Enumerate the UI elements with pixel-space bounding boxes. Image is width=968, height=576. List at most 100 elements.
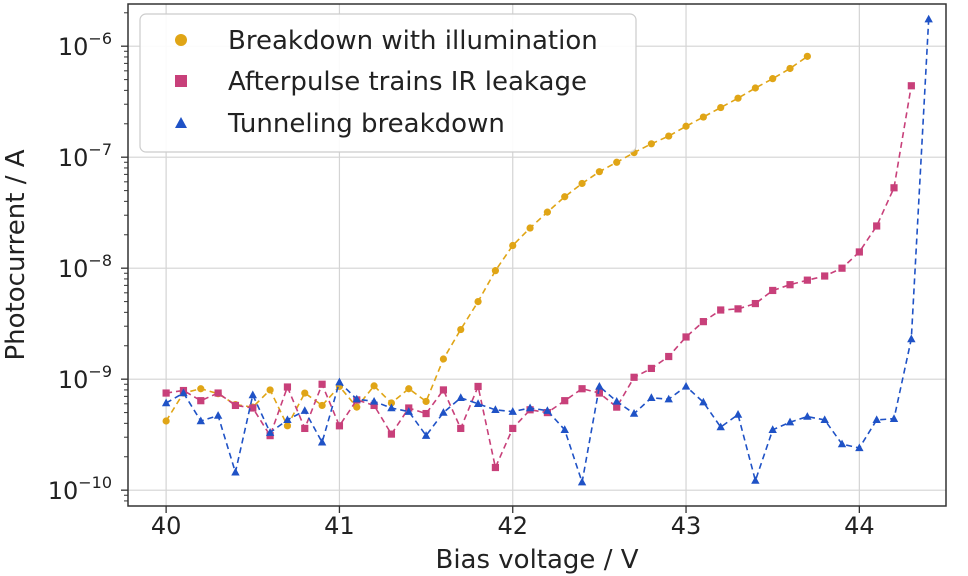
data-point xyxy=(682,333,690,341)
data-point xyxy=(473,399,483,407)
data-point xyxy=(509,241,517,250)
y-tick-labels: 10−10 10−9 10−8 10−7 10−6 xyxy=(48,29,112,505)
legend-label-tunneling: Tunneling breakdown xyxy=(227,109,505,139)
data-point xyxy=(560,425,569,433)
data-point xyxy=(717,103,725,112)
y-tick-label: 10−7 xyxy=(58,140,112,172)
y-tick-label: 10−9 xyxy=(58,362,112,394)
data-point xyxy=(162,417,170,425)
data-point xyxy=(803,276,811,284)
data-point xyxy=(733,410,743,418)
data-point xyxy=(318,380,326,388)
data-point xyxy=(439,355,448,363)
data-point xyxy=(457,424,465,433)
data-point xyxy=(543,406,552,414)
y-tick-label: 10−8 xyxy=(58,251,112,283)
data-point xyxy=(717,306,725,314)
x-tick-label: 43 xyxy=(671,512,702,540)
data-point xyxy=(699,397,708,406)
x-axis-label: Bias voltage / V xyxy=(435,545,638,575)
data-point xyxy=(456,393,465,401)
data-point xyxy=(422,409,430,418)
data-point xyxy=(421,431,431,439)
data-point xyxy=(769,286,777,295)
data-point xyxy=(682,122,690,130)
data-point xyxy=(370,401,378,410)
data-point xyxy=(629,409,639,417)
data-point xyxy=(317,437,327,446)
data-point xyxy=(491,463,500,472)
data-point xyxy=(786,281,794,289)
legend-label-illumination: Breakdown with illumination xyxy=(228,26,598,56)
x-tick-label: 40 xyxy=(151,512,182,540)
data-point xyxy=(283,415,292,424)
data-point xyxy=(352,394,361,403)
data-point xyxy=(508,407,517,415)
data-point xyxy=(249,404,257,412)
data-point xyxy=(889,414,899,422)
data-point xyxy=(474,382,482,391)
data-point xyxy=(526,224,534,232)
data-point xyxy=(612,396,621,405)
plot-frame xyxy=(127,3,947,507)
data-point xyxy=(647,393,656,401)
data-point xyxy=(873,222,881,230)
data-point xyxy=(820,415,829,424)
data-point xyxy=(161,398,171,407)
data-point xyxy=(248,390,257,399)
data-point xyxy=(821,272,829,280)
data-point xyxy=(647,364,655,373)
data-point xyxy=(855,443,864,452)
data-point xyxy=(509,424,517,433)
data-point xyxy=(197,397,205,405)
data-point xyxy=(837,439,847,448)
data-point xyxy=(838,264,846,272)
data-point xyxy=(785,417,795,426)
data-point xyxy=(214,389,222,397)
data-point xyxy=(734,94,742,102)
data-point xyxy=(665,352,673,361)
series-3 xyxy=(161,14,933,486)
x-tick-label: 41 xyxy=(324,512,355,540)
data-point xyxy=(751,299,759,308)
series-layer xyxy=(161,14,933,486)
data-point xyxy=(301,424,309,433)
legend-marker-afterpulse xyxy=(175,75,187,87)
data-point xyxy=(561,193,569,201)
data-point xyxy=(716,422,725,431)
data-point xyxy=(751,84,759,92)
series-line xyxy=(165,19,930,484)
data-point xyxy=(578,385,586,393)
data-point xyxy=(197,385,205,393)
data-point xyxy=(335,377,344,386)
data-point xyxy=(734,305,742,313)
data-point xyxy=(699,318,707,326)
data-point xyxy=(595,389,603,397)
data-point xyxy=(769,75,777,83)
legend-box xyxy=(139,13,637,153)
data-point xyxy=(179,388,188,397)
data-point xyxy=(561,397,569,405)
data-point xyxy=(699,113,707,121)
data-point xyxy=(196,416,205,425)
data-point xyxy=(162,389,170,397)
data-point xyxy=(525,403,535,412)
data-point xyxy=(924,14,933,23)
data-point xyxy=(577,477,587,486)
data-point xyxy=(387,403,396,412)
data-point xyxy=(457,325,465,334)
data-point xyxy=(890,184,898,192)
data-point xyxy=(283,422,292,430)
data-point xyxy=(491,405,500,413)
data-point xyxy=(578,179,586,188)
data-point xyxy=(751,476,760,484)
data-point xyxy=(404,407,413,415)
legend: Breakdown with illumination Afterpulse t… xyxy=(139,13,637,153)
data-point xyxy=(300,406,309,414)
data-point xyxy=(664,394,673,403)
data-point xyxy=(613,158,621,166)
data-point xyxy=(872,415,881,424)
data-point xyxy=(803,412,812,420)
data-point xyxy=(647,140,655,148)
data-point xyxy=(387,430,396,438)
